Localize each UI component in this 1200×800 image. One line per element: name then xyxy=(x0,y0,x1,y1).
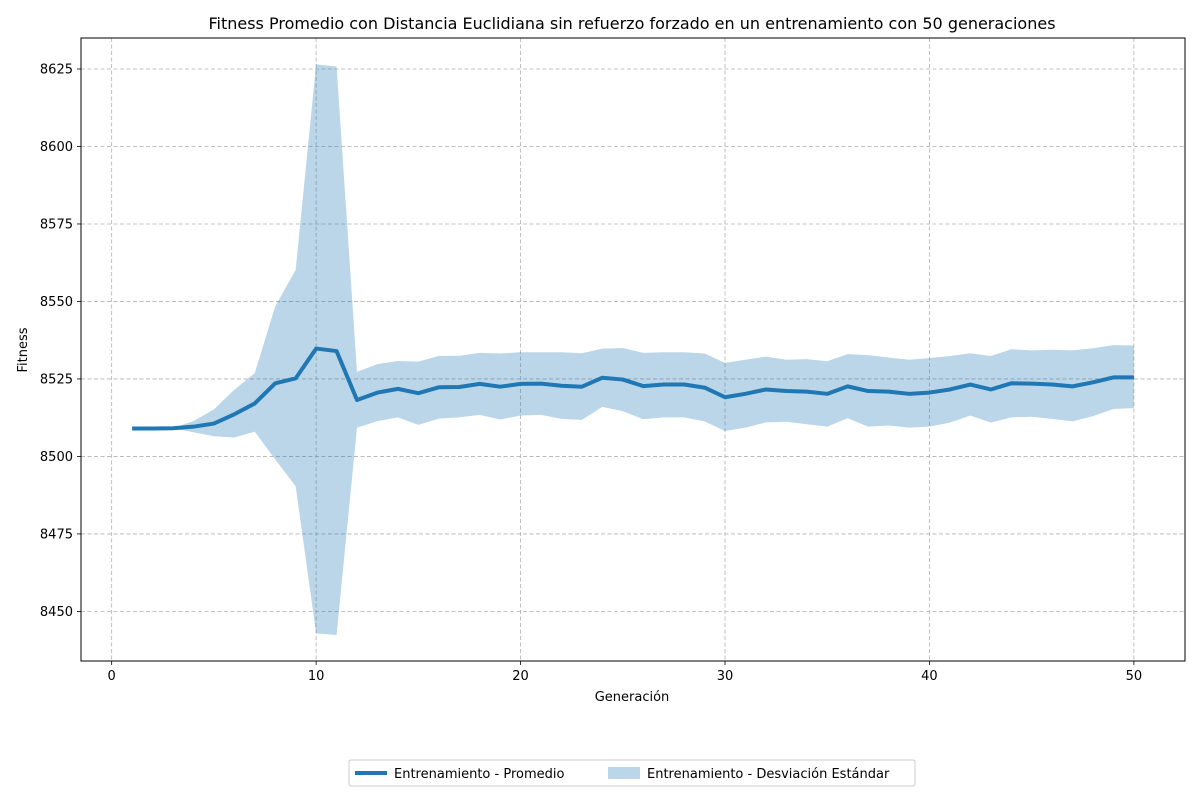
y-tick-label: 8550 xyxy=(40,295,73,310)
y-tick-label: 8600 xyxy=(40,140,73,155)
y-tick-label: 8525 xyxy=(40,372,73,387)
x-tick-label: 0 xyxy=(108,669,116,684)
tick-layer: 0 10 20 30 40 50 8450 8475 8500 8525 8550 8575 8600 8… xyxy=(40,62,1142,684)
mean-line xyxy=(132,346,1134,431)
x-axis-label: Generación xyxy=(595,690,670,705)
axes-frame xyxy=(80,37,1186,662)
x-tick-label: 40 xyxy=(921,669,938,684)
y-axis-label: Fitness xyxy=(16,327,31,372)
grid-lines xyxy=(81,38,1185,661)
legend-label-mean: Entrenamiento - Promedio xyxy=(394,767,564,782)
chart-title: Fitness Promedio con Distancia Euclidian… xyxy=(208,14,1055,33)
y-tick-label: 8575 xyxy=(40,217,73,232)
y-tick-label: 8450 xyxy=(40,605,73,620)
y-tick-label: 8500 xyxy=(40,450,73,465)
x-tick-label: 20 xyxy=(512,669,529,684)
plot-frame xyxy=(80,37,1186,662)
x-tick-label: 50 xyxy=(1126,669,1143,684)
x-tick-label: 30 xyxy=(717,669,734,684)
y-tick-label: 8625 xyxy=(40,62,73,77)
legend-label-stddev: Entrenamiento - Desviación Estándar xyxy=(647,767,890,782)
legend-band-swatch xyxy=(608,767,640,779)
y-tick-label: 8475 xyxy=(40,527,73,542)
x-tick-label: 10 xyxy=(308,669,325,684)
mean-line-layer xyxy=(132,346,1134,431)
legend-box xyxy=(348,759,916,787)
legend: Entrenamiento - Promedio Entrenamiento -… xyxy=(348,759,916,787)
